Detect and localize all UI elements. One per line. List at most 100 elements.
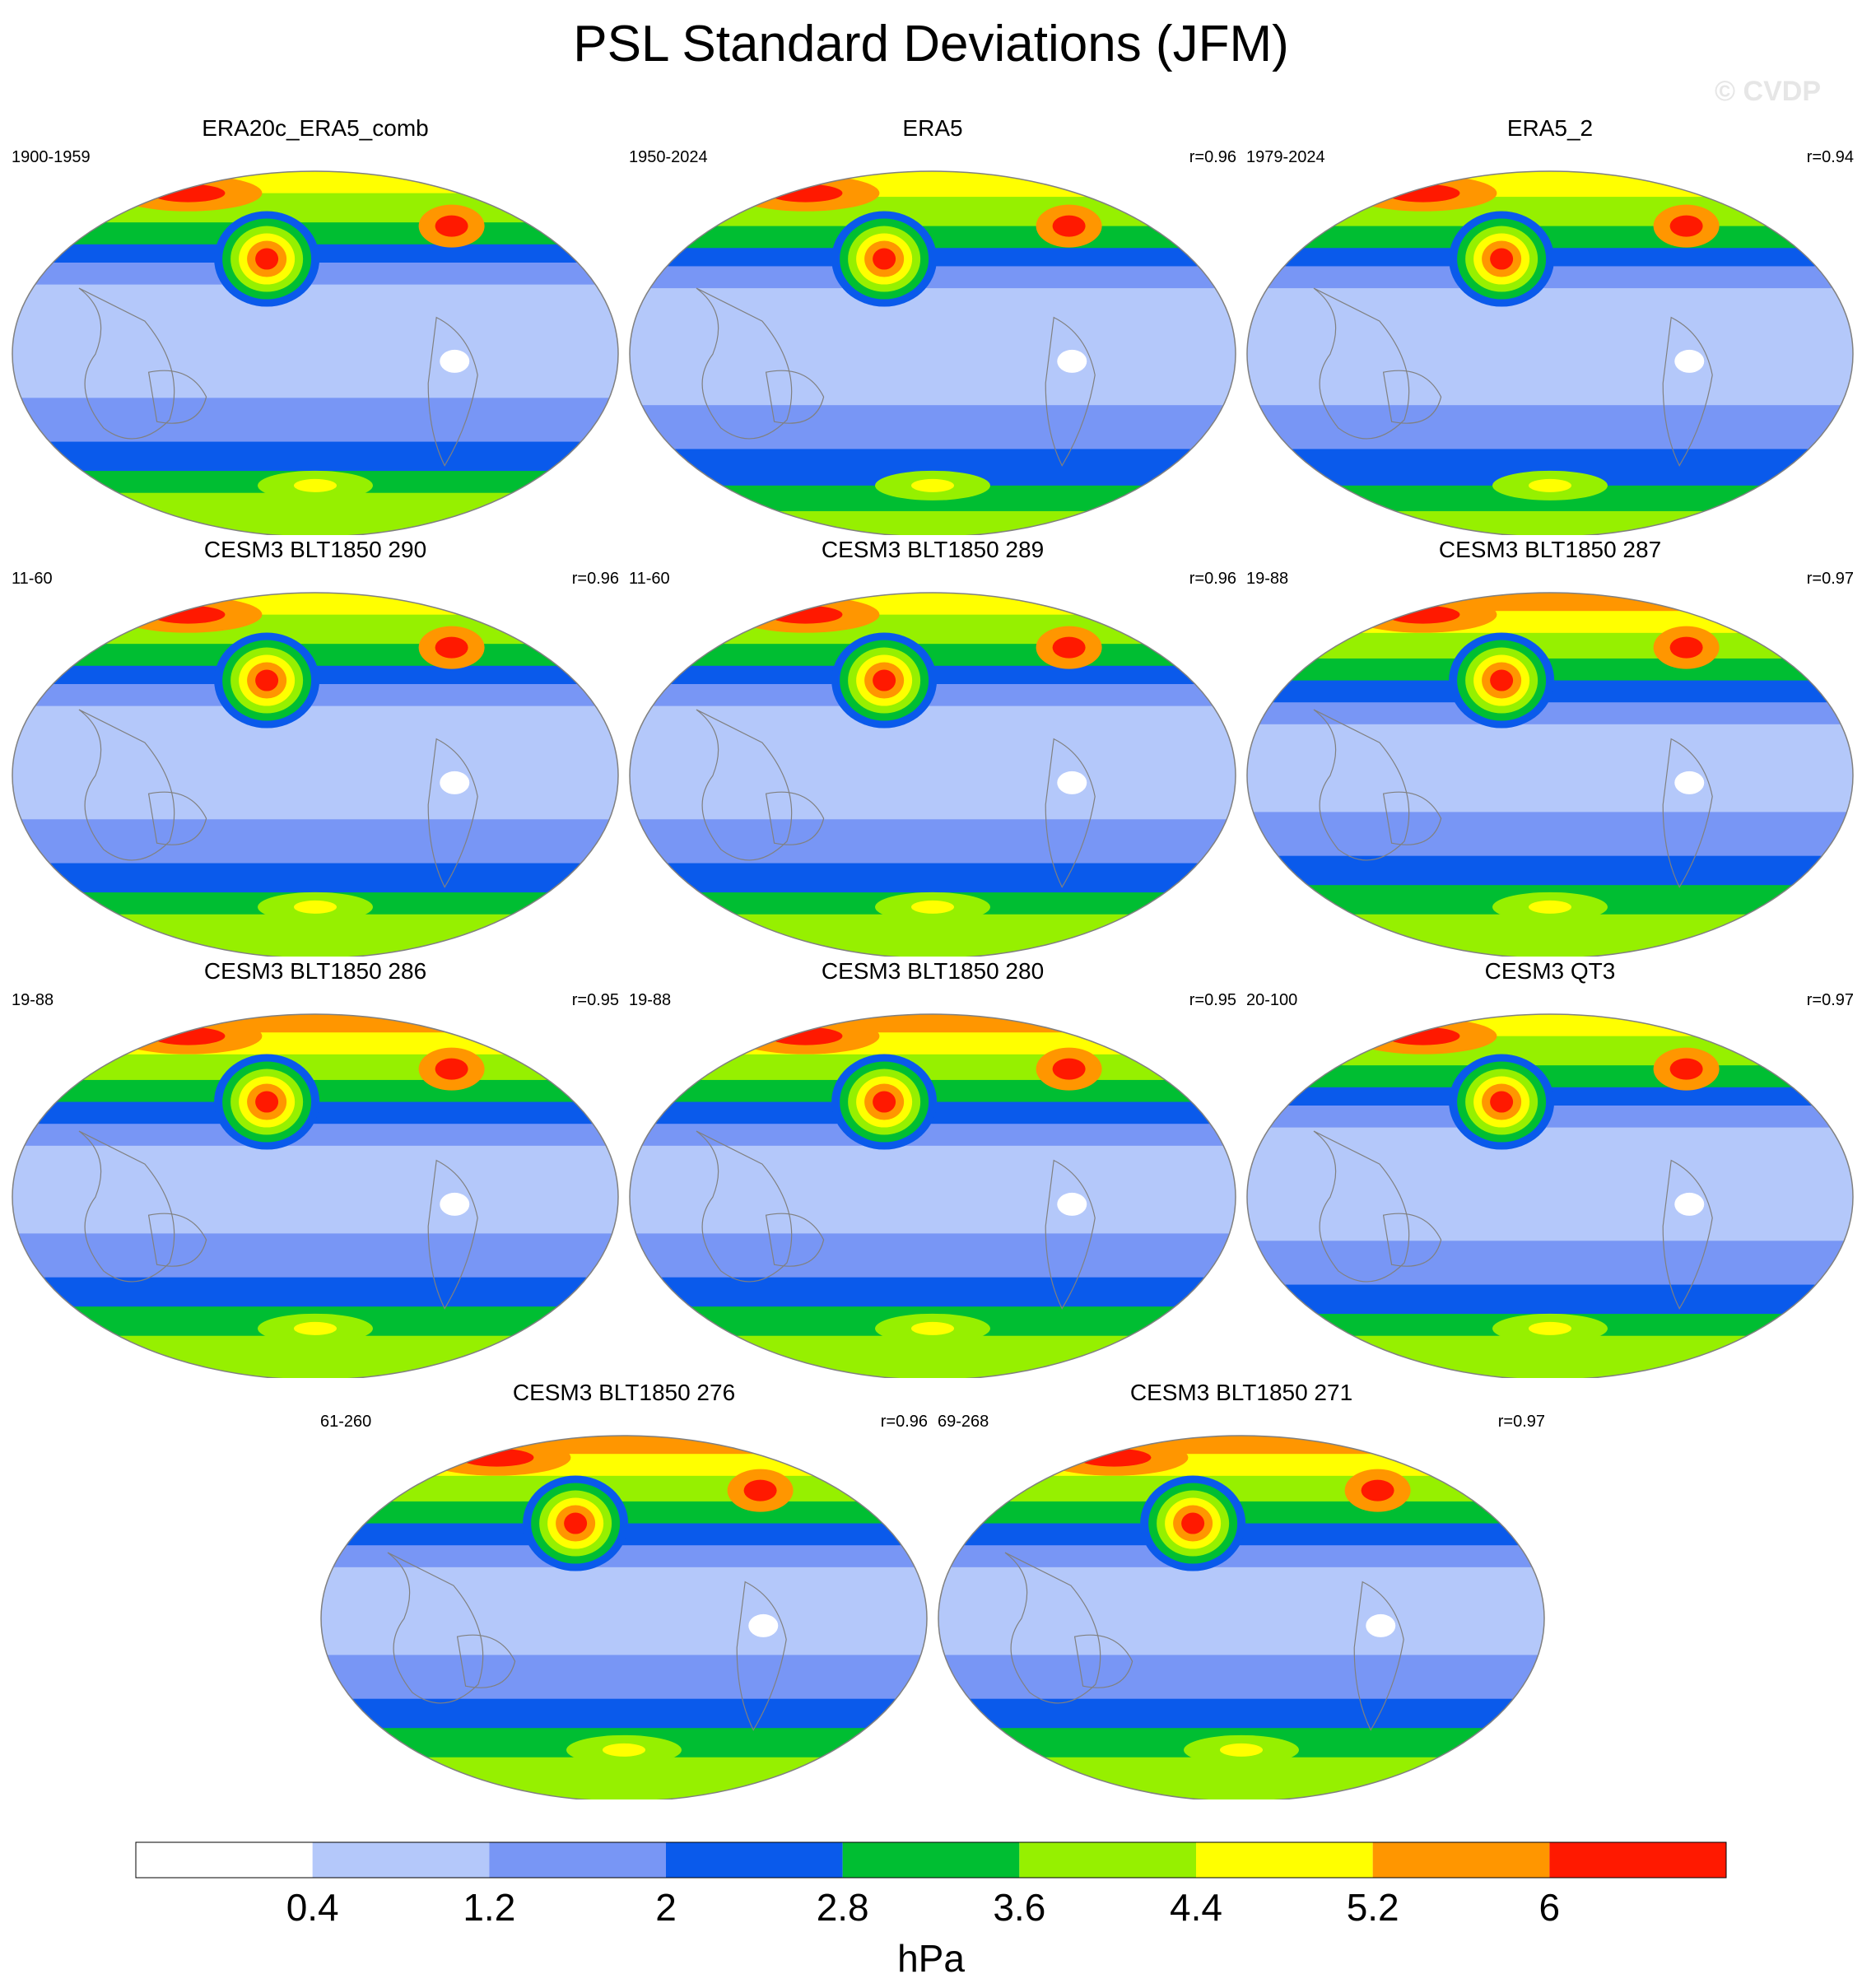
high-variability-core [1361, 1479, 1394, 1501]
coastline [1073, 1634, 1133, 1688]
north-pacific-maximum [873, 1091, 896, 1113]
contour-band [12, 1277, 618, 1308]
low-variability-patch [1366, 1613, 1396, 1637]
map-panel: ERA20c_ERA5_comb 1900-1959 [10, 115, 621, 535]
watermark: © CVDP [1715, 76, 1821, 107]
colorbar-segment [1372, 1842, 1550, 1878]
north-pacific-maximum [873, 248, 896, 270]
contour-band [630, 288, 1236, 407]
contour-band [12, 1233, 618, 1278]
coastline [456, 1634, 516, 1688]
panel-correlation: r=0.96 [571, 570, 619, 588]
colorbar-tick-label: 2.8 [817, 1886, 869, 1929]
southern-ocean-core [294, 1321, 337, 1335]
map-projection [629, 592, 1236, 957]
coastline [1313, 709, 1410, 861]
colorbar-segment [666, 1842, 843, 1878]
contour-band [630, 819, 1236, 864]
colorbar-segment [136, 1842, 313, 1878]
panel-period: 1900-1959 [12, 148, 91, 166]
map-projection [320, 1435, 928, 1799]
high-variability-core [435, 636, 468, 659]
high-variability-core [1669, 636, 1703, 659]
map-projection [629, 170, 1236, 535]
contour-band [630, 705, 1236, 821]
southern-ocean-core [911, 1321, 954, 1335]
north-pacific-maximum [255, 248, 279, 270]
panel-correlation: r=0.95 [571, 991, 619, 1009]
coastline [765, 791, 825, 845]
coastline [765, 1213, 825, 1267]
north-pacific-maximum [564, 1512, 588, 1534]
coastline [78, 287, 175, 440]
panel-title: CESM3 BLT1850 271 [1129, 1380, 1353, 1405]
contour-band [630, 1277, 1236, 1308]
contour-band [1247, 702, 1853, 725]
contour-band [938, 1567, 1544, 1656]
colorbar-tick-label: 3.6 [993, 1886, 1045, 1929]
contour-band [1247, 1284, 1853, 1315]
panel-period: 19-88 [12, 991, 54, 1009]
panel-period: 20-100 [1246, 991, 1298, 1009]
contour-band [321, 1698, 927, 1730]
contour-band [12, 819, 618, 864]
low-variability-patch [440, 771, 470, 794]
north-pacific-maximum [1181, 1512, 1205, 1534]
high-variability-core [743, 1479, 777, 1501]
map-projection [12, 170, 619, 535]
map-panel: CESM3 BLT1850 276 61-260 r=0.96 [319, 1380, 929, 1799]
map-border [938, 1435, 1545, 1799]
panel-period: 1950-2024 [629, 148, 708, 166]
panel-title: CESM3 BLT1850 280 [821, 958, 1045, 984]
colorbar: 0.4 1.2 2 2.8 3.6 4.4 5.2 6 [135, 1841, 1727, 1929]
colorbar-tick-label: 2 [655, 1886, 677, 1929]
coastline [1382, 1213, 1442, 1267]
coastline [1045, 316, 1096, 467]
contour-band [1247, 1127, 1853, 1242]
coastline [427, 316, 478, 467]
coastline [147, 370, 207, 424]
map-border [629, 1013, 1236, 1378]
map-border [12, 170, 619, 535]
panel-correlation: r=0.97 [1806, 991, 1854, 1009]
colorbar-tick-label: 5.2 [1347, 1886, 1399, 1929]
high-variability-core [1669, 215, 1703, 237]
map-border [1246, 592, 1854, 957]
coastline [78, 709, 175, 861]
high-variability-core [1669, 1058, 1703, 1080]
coastline [1313, 287, 1410, 440]
coastline [1353, 1581, 1404, 1731]
map-border [629, 170, 1236, 535]
coastline [1382, 791, 1442, 845]
panel-title: CESM3 BLT1850 290 [203, 537, 427, 562]
contour-band [1247, 1241, 1853, 1286]
map-panel: CESM3 BLT1850 280 19-88 r=0.95 [627, 958, 1238, 1378]
low-variability-patch [1674, 349, 1705, 373]
panel-period: 1979-2024 [1246, 148, 1325, 166]
panel-title: CESM3 QT3 [1484, 958, 1616, 984]
low-variability-patch [1057, 1192, 1087, 1216]
panel-period: 69-268 [938, 1413, 989, 1431]
north-pacific-maximum [1490, 248, 1514, 270]
contour-band [630, 1124, 1236, 1147]
colorbar-segment [1196, 1842, 1373, 1878]
north-pacific-maximum [1490, 669, 1514, 691]
coastline [427, 738, 478, 888]
contour-band [630, 1145, 1236, 1235]
contour-band [12, 863, 618, 894]
colorbar-tick-label: 4.4 [1170, 1886, 1222, 1929]
north-pacific-maximum [1490, 1091, 1514, 1113]
coastline [1662, 738, 1713, 888]
coastline [1004, 1552, 1101, 1704]
southern-ocean-core [1529, 1321, 1571, 1335]
map-projection [629, 1013, 1236, 1378]
coastline [147, 1213, 207, 1267]
colorbar-tick-label: 6 [1539, 1886, 1561, 1929]
colorbar-segment [1549, 1842, 1726, 1878]
coastline [765, 370, 825, 424]
map-panel: CESM3 BLT1850 286 19-88 r=0.95 [10, 958, 621, 1378]
contour-band [12, 284, 618, 399]
coastline [696, 287, 793, 440]
colorbar-frame [135, 1841, 1727, 1879]
map-projection [1246, 170, 1854, 535]
